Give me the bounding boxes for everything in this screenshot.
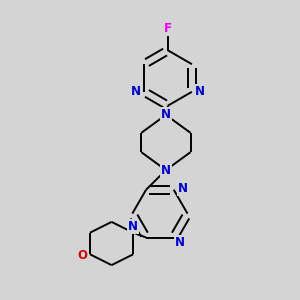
- Text: F: F: [164, 22, 172, 35]
- Text: N: N: [161, 164, 171, 177]
- Text: N: N: [161, 108, 171, 121]
- Text: N: N: [175, 236, 185, 248]
- Text: N: N: [128, 220, 138, 232]
- Text: N: N: [131, 85, 141, 98]
- Text: N: N: [195, 85, 205, 98]
- Text: O: O: [77, 249, 88, 262]
- Text: N: N: [178, 182, 188, 195]
